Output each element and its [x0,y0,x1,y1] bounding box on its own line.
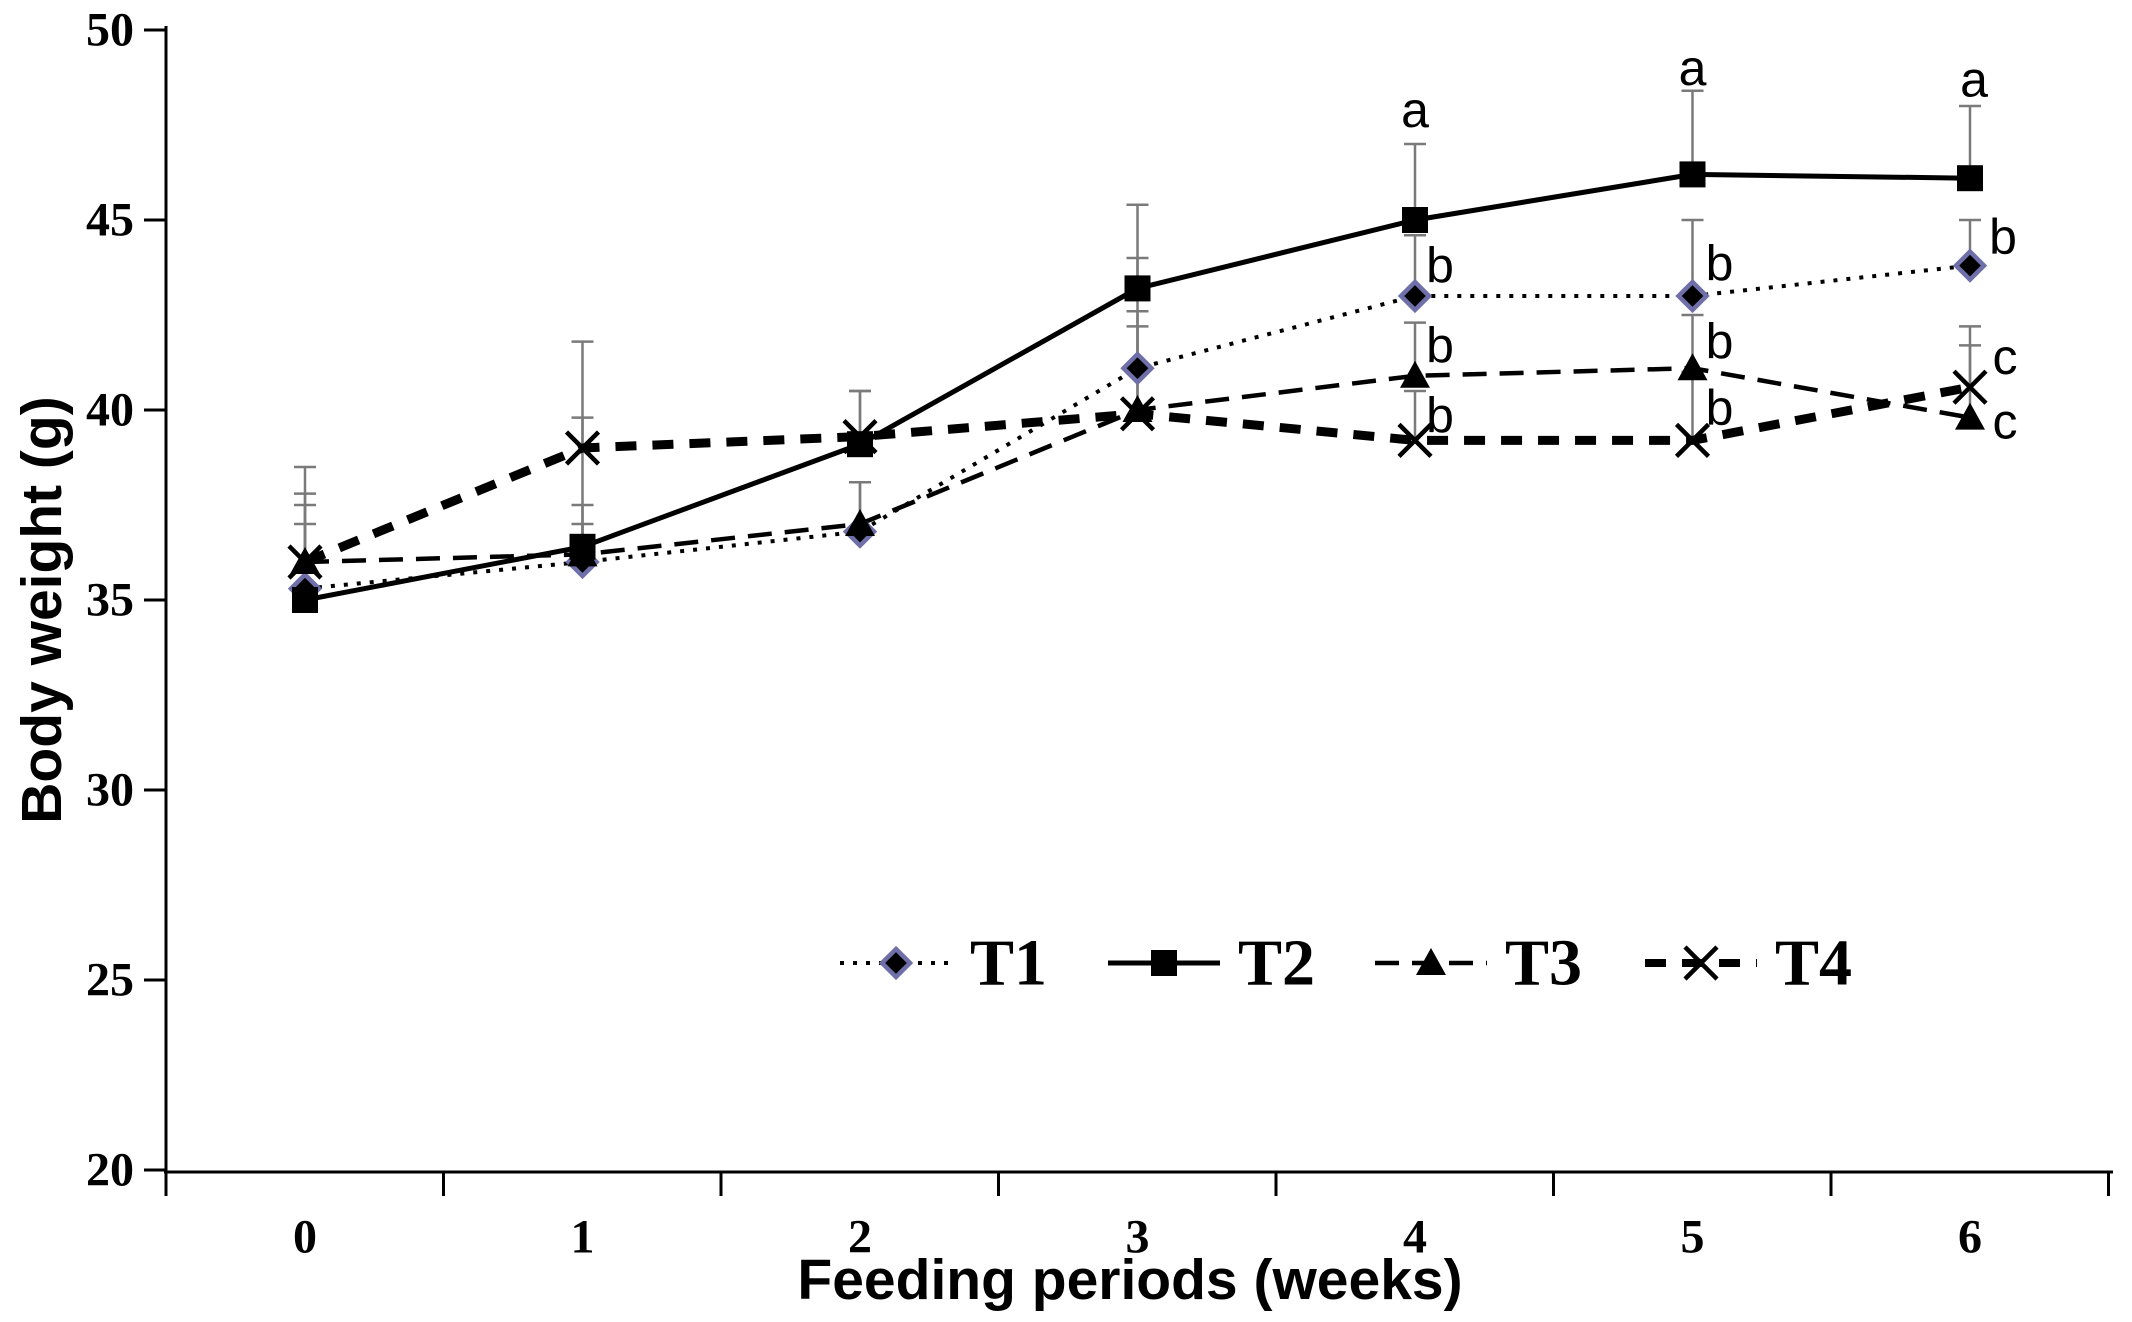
x-tick-label-0: 0 [293,1211,317,1264]
annotation-b-week4-1: b [1426,238,1454,294]
marker-T2-week5 [1679,161,1706,188]
y-tick-label-35: 35 [86,574,134,627]
annotation-b-week5-6: b [1706,314,1734,370]
x-tick-label-5: 5 [1681,1211,1705,1264]
annotation-a-week6-8: a [1960,51,1988,107]
x-tick-label-4: 4 [1403,1211,1427,1264]
legend-marker-T4 [1683,945,1719,981]
marker-T2-week3 [1124,275,1151,302]
annotation-b-week4-2: b [1426,317,1454,373]
legend-label-T3: T3 [1505,927,1582,1000]
y-tick-label-20: 20 [86,1144,134,1197]
legend-label-T1: T1 [970,927,1047,1000]
annotation-b-week6-9: b [1989,209,2017,265]
y-tick-label-30: 30 [86,764,134,817]
annotation-b-week4-3: b [1426,388,1454,444]
marker-T3-week1 [567,539,598,567]
marker-T2-week0 [292,587,318,613]
x-tick-label-3: 3 [1126,1211,1150,1264]
marker-T1-week5 [1675,278,1710,314]
legend-label-T4: T4 [1775,927,1852,1000]
annotation-a-week5-4: a [1679,40,1707,96]
annotation-c-week6-11: c [1993,393,2018,449]
y-tick-label-50: 50 [86,4,134,57]
marker-T4-week0 [287,544,323,580]
x-tick-label-1: 1 [571,1211,595,1264]
marker-T3-week4 [1400,360,1430,388]
marker-T2-week6 [1957,165,1983,192]
marker-T3-week3 [1122,395,1153,422]
marker-T1-week4 [1397,278,1433,314]
annotation-a-week4-0: a [1401,82,1429,138]
marker-T4-week5 [1674,422,1711,458]
y-axis-title: Body weight (g) [10,396,74,824]
annotation-b-week5-5: b [1706,236,1734,292]
marker-T4-week1 [564,430,601,466]
marker-T3-week5 [1677,353,1708,381]
marker-T4-week2 [842,419,878,455]
marker-T1-week6 [1952,248,1988,283]
marker-T3-week2 [845,509,875,536]
y-tick-label-40: 40 [86,384,134,437]
legend-marker-T3 [1416,948,1446,975]
marker-T3-week6 [1955,402,1985,430]
y-tick-label-45: 45 [86,194,134,247]
marker-T1-week3 [1120,351,1155,386]
marker-T4-week3 [1119,396,1156,432]
marker-T4-week4 [1397,422,1433,458]
annotation-b-week5-7: b [1706,380,1734,436]
legend-marker-T1 [878,945,914,981]
annotation-c-week6-10: c [1993,329,2018,385]
legend-label-T2: T2 [1238,927,1315,1000]
y-tick-label-25: 25 [86,954,134,1007]
legend-marker-T2 [1151,950,1177,976]
x-tick-label-6: 6 [1958,1211,1982,1264]
marker-T2-week4 [1402,207,1428,233]
marker-T4-week6 [1952,369,1988,405]
x-axis-title: Feeding periods (weeks) [797,1248,1463,1312]
x-tick-label-2: 2 [848,1211,872,1264]
